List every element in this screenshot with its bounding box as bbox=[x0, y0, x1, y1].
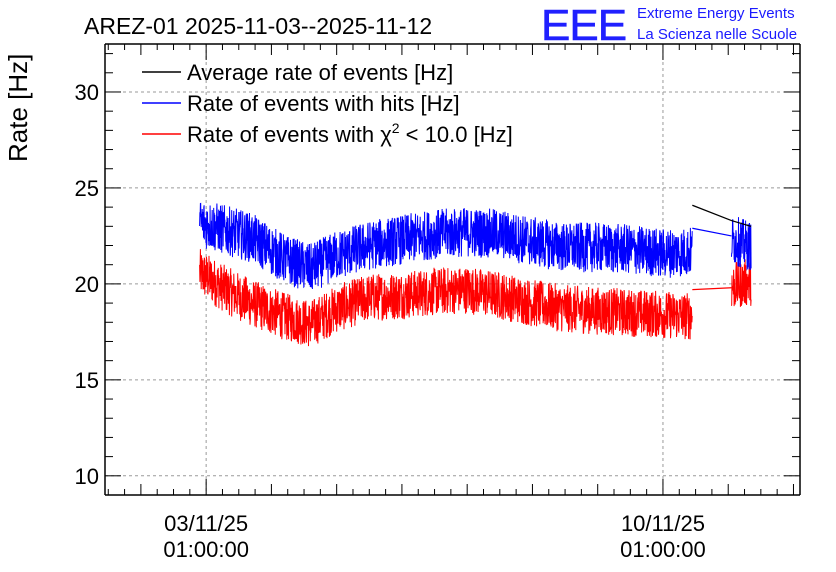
series-hits-gap-bridge bbox=[692, 227, 732, 237]
x-tick-time-0: 01:00:00 bbox=[163, 537, 249, 562]
x-tick-date-0: 03/11/25 bbox=[164, 511, 248, 536]
legend-label-hits: Rate of events with hits [Hz] bbox=[187, 91, 460, 116]
legend-label-average: Average rate of events [Hz] bbox=[187, 60, 453, 85]
tick-labels: 101520253003/11/2501:00:0010/11/2501:00:… bbox=[75, 80, 706, 562]
y-tick-label-15: 15 bbox=[75, 368, 99, 393]
legend: Average rate of events [Hz] Rate of even… bbox=[142, 60, 513, 147]
series-chi2-segment-1 bbox=[731, 259, 752, 307]
y-axis-label: Rate [Hz] bbox=[3, 54, 33, 162]
eee-logo-mark: EEE bbox=[541, 1, 626, 50]
x-tick-time-1: 01:00:00 bbox=[620, 537, 706, 562]
axes bbox=[104, 43, 801, 496]
series-hits-segment-1 bbox=[731, 217, 752, 271]
series-chi2-gap-bridge bbox=[692, 287, 732, 291]
series-average-gap-line bbox=[692, 204, 752, 227]
x-tick-date-1: 10/11/25 bbox=[621, 511, 705, 536]
y-tick-label-20: 20 bbox=[75, 272, 99, 297]
y-tick-label-25: 25 bbox=[75, 176, 99, 201]
eee-logo-line1: Extreme Energy Events bbox=[637, 5, 795, 22]
series-layer bbox=[199, 202, 752, 347]
y-tick-label-10: 10 bbox=[75, 464, 99, 489]
series-hits-segment-0 bbox=[199, 202, 693, 290]
eee-logo-line2: La Scienza nelle Scuole bbox=[637, 26, 797, 43]
chart-title: AREZ-01 2025-11-03--2025-11-12 bbox=[84, 13, 432, 39]
eee-logo: EEE Extreme Energy Events La Scienza nel… bbox=[541, 1, 797, 51]
y-tick-label-30: 30 bbox=[75, 80, 99, 105]
legend-label-chi2: Rate of events with χ2 < 10.0 [Hz] bbox=[187, 120, 513, 147]
series-chi2-segment-0 bbox=[199, 249, 693, 347]
